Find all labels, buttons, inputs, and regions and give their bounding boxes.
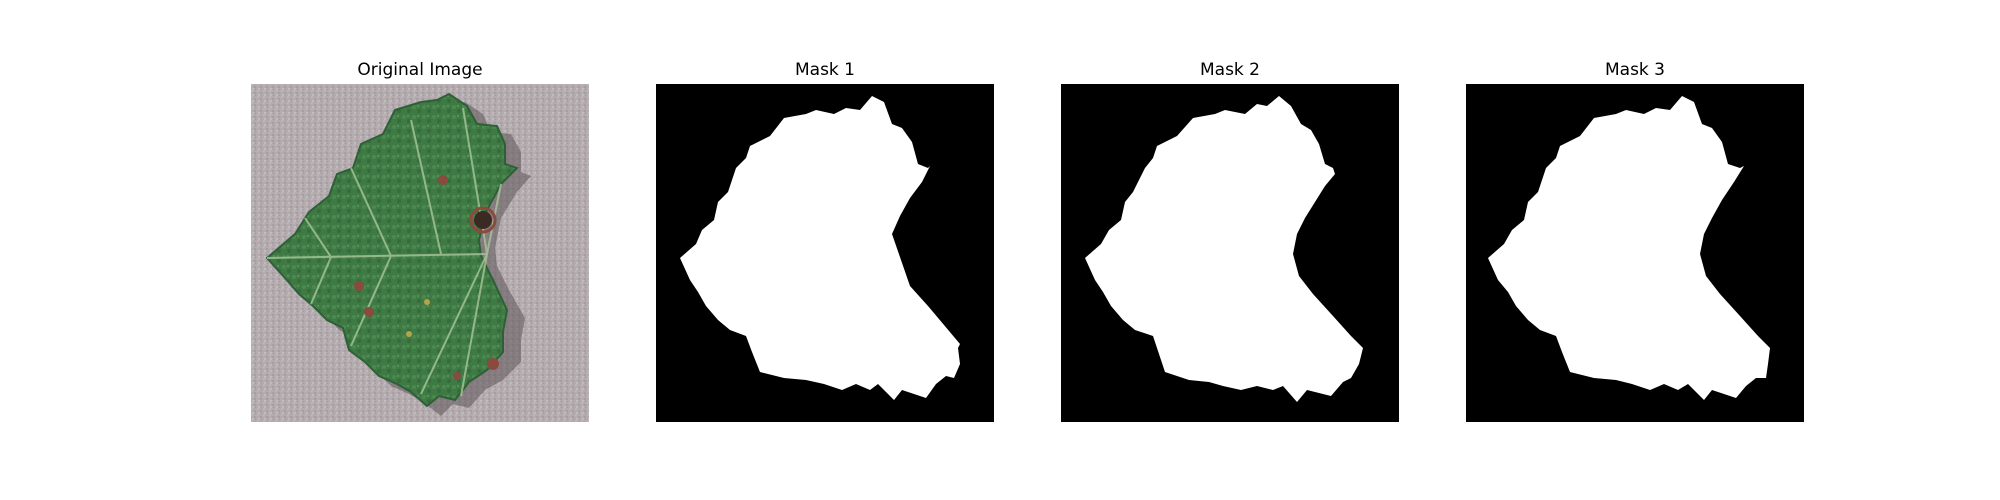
panel-title: Mask 2: [1199, 60, 1260, 80]
leaf-body: [265, 92, 519, 408]
mask-image: [656, 84, 994, 422]
panel-mask-2: Mask 2: [1061, 58, 1399, 422]
mask-foreground: [1488, 96, 1770, 400]
panel-title: Original Image: [357, 60, 483, 80]
mask-foreground: [1085, 96, 1363, 402]
mask-image: [1061, 84, 1399, 422]
mask-image: [1466, 84, 1804, 422]
panel-mask-1: Mask 1: [656, 58, 994, 422]
leaf-photo: [251, 84, 589, 422]
panel-mask-3: Mask 3: [1466, 58, 1804, 422]
leaf-lesions: [354, 175, 499, 380]
mask-foreground: [680, 96, 960, 400]
panel-original-image: Original Image: [251, 58, 589, 422]
panel-title: Mask 1: [794, 60, 855, 80]
panel-title: Mask 3: [1604, 60, 1665, 80]
